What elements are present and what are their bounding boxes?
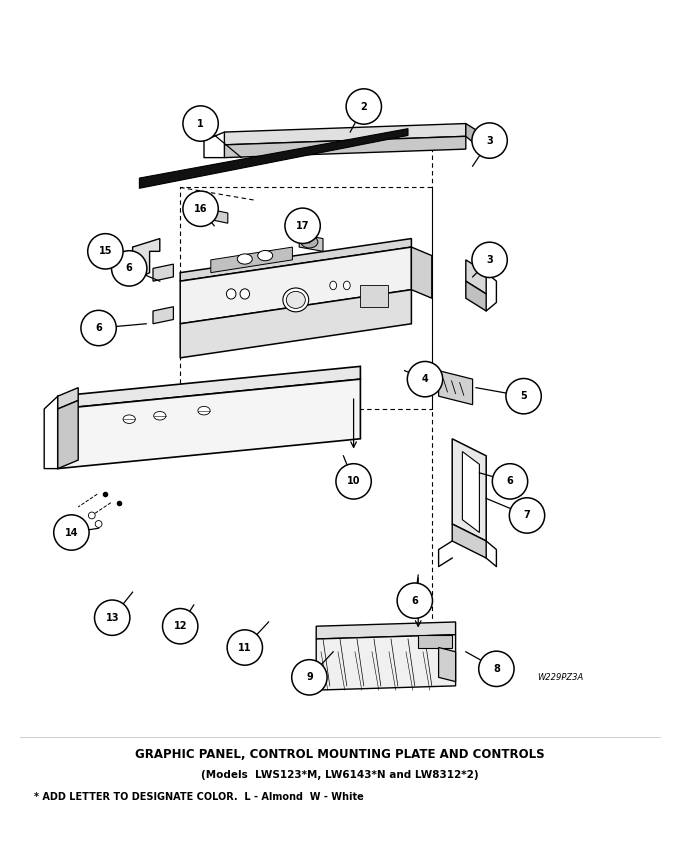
Polygon shape	[180, 290, 411, 358]
Ellipse shape	[154, 412, 166, 420]
Text: 6: 6	[507, 476, 513, 486]
Ellipse shape	[81, 310, 116, 346]
Polygon shape	[133, 239, 160, 281]
Text: * ADD LETTER TO DESIGNATE COLOR.  L - Almond  W - White: * ADD LETTER TO DESIGNATE COLOR. L - Alm…	[34, 792, 364, 802]
Text: 14: 14	[65, 527, 78, 538]
Polygon shape	[58, 366, 360, 409]
Ellipse shape	[283, 288, 309, 312]
Polygon shape	[58, 379, 360, 469]
Ellipse shape	[479, 651, 514, 687]
Ellipse shape	[226, 289, 236, 299]
Ellipse shape	[492, 463, 528, 499]
Text: 4: 4	[422, 374, 428, 384]
Ellipse shape	[95, 600, 130, 636]
Polygon shape	[58, 388, 78, 409]
Ellipse shape	[123, 415, 135, 423]
Ellipse shape	[292, 659, 327, 695]
Ellipse shape	[183, 191, 218, 227]
Ellipse shape	[343, 281, 350, 290]
Text: 11: 11	[238, 642, 252, 653]
Text: 15: 15	[99, 246, 112, 256]
Text: 13: 13	[105, 613, 119, 623]
Ellipse shape	[163, 608, 198, 644]
Text: 7: 7	[524, 510, 530, 521]
Ellipse shape	[472, 123, 507, 158]
Polygon shape	[58, 400, 78, 469]
Ellipse shape	[258, 250, 273, 261]
Ellipse shape	[285, 208, 320, 244]
Polygon shape	[211, 247, 292, 273]
Ellipse shape	[301, 236, 318, 248]
Polygon shape	[139, 129, 408, 188]
Text: 16: 16	[194, 204, 207, 214]
Ellipse shape	[330, 281, 337, 290]
Text: 17: 17	[296, 221, 309, 231]
Ellipse shape	[336, 463, 371, 499]
Ellipse shape	[472, 242, 507, 278]
Text: (Models  LWS123*M, LW6143*N and LW8312*2): (Models LWS123*M, LW6143*N and LW8312*2)	[201, 770, 479, 780]
Text: 5: 5	[520, 391, 527, 401]
Bar	[360, 285, 388, 307]
Ellipse shape	[88, 233, 123, 269]
Ellipse shape	[240, 289, 250, 299]
Polygon shape	[153, 307, 173, 324]
Text: W229PZ3A: W229PZ3A	[537, 673, 583, 682]
Text: 1: 1	[197, 118, 204, 129]
Polygon shape	[207, 209, 228, 223]
Polygon shape	[224, 124, 466, 145]
Polygon shape	[224, 136, 466, 158]
Text: GRAPHIC PANEL, CONTROL MOUNTING PLATE AND CONTROLS: GRAPHIC PANEL, CONTROL MOUNTING PLATE AN…	[135, 747, 545, 761]
Text: 2: 2	[360, 101, 367, 112]
Ellipse shape	[346, 89, 381, 124]
Polygon shape	[466, 260, 486, 294]
Polygon shape	[153, 264, 173, 281]
Ellipse shape	[198, 406, 210, 415]
Polygon shape	[452, 524, 486, 558]
Ellipse shape	[506, 378, 541, 414]
Ellipse shape	[54, 515, 89, 550]
Ellipse shape	[95, 521, 102, 527]
Polygon shape	[439, 371, 473, 405]
Polygon shape	[299, 234, 323, 251]
Text: 10: 10	[347, 476, 360, 486]
Ellipse shape	[509, 498, 545, 533]
Text: 6: 6	[411, 596, 418, 606]
Polygon shape	[466, 281, 486, 311]
Ellipse shape	[407, 361, 443, 397]
Polygon shape	[316, 622, 456, 639]
Polygon shape	[452, 439, 486, 541]
Ellipse shape	[397, 583, 432, 619]
Polygon shape	[462, 452, 479, 532]
Ellipse shape	[237, 254, 252, 264]
Ellipse shape	[88, 512, 95, 519]
Text: 9: 9	[306, 672, 313, 682]
Polygon shape	[439, 648, 456, 682]
Polygon shape	[180, 239, 411, 281]
Polygon shape	[411, 247, 432, 298]
Ellipse shape	[112, 250, 147, 286]
Ellipse shape	[286, 291, 305, 308]
Ellipse shape	[183, 106, 218, 141]
Text: 6: 6	[95, 323, 102, 333]
Polygon shape	[418, 635, 452, 648]
Polygon shape	[466, 124, 486, 153]
Polygon shape	[180, 247, 411, 324]
Text: 3: 3	[486, 135, 493, 146]
Text: 12: 12	[173, 621, 187, 631]
Polygon shape	[316, 635, 456, 690]
Text: 6: 6	[126, 263, 133, 273]
Text: 8: 8	[493, 664, 500, 674]
Text: 3: 3	[486, 255, 493, 265]
Ellipse shape	[227, 630, 262, 665]
